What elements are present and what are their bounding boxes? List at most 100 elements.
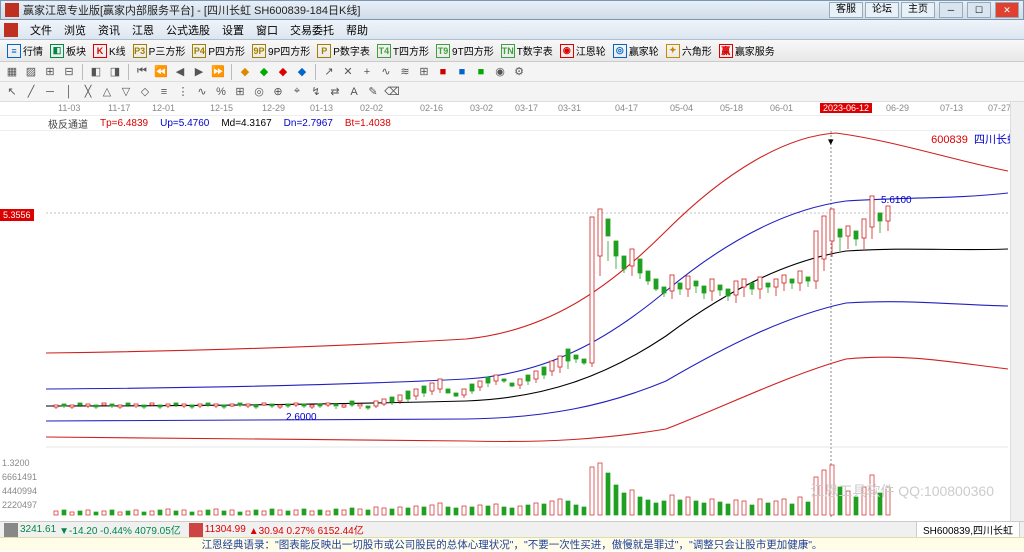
draw-icon[interactable]: ∿ [194,84,210,100]
menu-news[interactable]: 资讯 [92,22,126,38]
date-tick: 07-13 [940,103,963,113]
menubar: 文件 浏览 资讯 江恩 公式选股 设置 窗口 交易委托 帮助 [0,20,1024,40]
draw-icon[interactable]: ╳ [80,84,96,100]
tool-icon[interactable]: ■ [473,64,489,80]
play-icon[interactable]: ▶ [191,64,207,80]
toolbar-item[interactable]: ◎赢家轮 [610,42,662,60]
date-tick: 02-02 [360,103,383,113]
chart-svg: ▾2.60005.6100 [46,131,1008,517]
forum-button[interactable]: 论坛 [865,2,899,18]
menu-browse[interactable]: 浏览 [58,22,92,38]
app-icon-small [4,23,18,37]
date-tick: 03-17 [515,103,538,113]
draw-icon[interactable]: │ [61,84,77,100]
tool-icon[interactable]: ■ [435,64,451,80]
tool-toolbar: ▦ ▨ ⊞ ⊟ ◧ ◨ ⏮ ⏪ ◀ ▶ ⏩ ◆ ◆ ◆ ◆ ↗ ✕ + ∿ ≋ … [0,62,1024,82]
menu-file[interactable]: 文件 [24,22,58,38]
toolbar-item[interactable]: 赢赢家服务 [716,42,778,60]
tool-icon[interactable]: ⊞ [42,64,58,80]
tool-icon[interactable]: ◧ [88,64,104,80]
tool-icon[interactable]: ◉ [492,64,508,80]
menu-help[interactable]: 帮助 [340,22,374,38]
draw-icon[interactable]: ✎ [365,84,381,100]
menu-trade[interactable]: 交易委托 [284,22,340,38]
tool-icon[interactable]: ◨ [107,64,123,80]
draw-icon[interactable]: ◎ [251,84,267,100]
tool-icon[interactable]: ◆ [275,64,291,80]
draw-toolbar: ↖ ╱ ─ │ ╳ △ ▽ ◇ ≡ ⋮ ∿ % ⊞ ◎ ⊕ ⌖ ↯ ⇄ A ✎ … [0,82,1024,102]
toolbar-item[interactable]: TNT数字表 [498,42,556,60]
draw-icon[interactable]: ↯ [308,84,324,100]
toolbar-item[interactable]: ✦六角形 [663,42,715,60]
indicator-name: 极反通道 [48,116,88,131]
tool-icon[interactable]: ⚙ [511,64,527,80]
tool-icon[interactable]: ▦ [4,64,20,80]
erase-icon[interactable]: ⌫ [384,84,400,100]
index2-value: 11304.99 [205,524,246,535]
date-tick: 05-18 [720,103,743,113]
toolbar-item[interactable]: ◧板块 [47,42,89,60]
draw-icon[interactable]: ⋮ [175,84,191,100]
first-icon[interactable]: ⏮ [134,64,150,80]
tool-icon[interactable]: ✕ [340,64,356,80]
draw-icon[interactable]: ⊞ [232,84,248,100]
tool-icon[interactable]: + [359,64,375,80]
maximize-button[interactable]: ☐ [967,2,991,18]
indicator-tp: Tp=6.4839 [100,118,148,129]
tool-icon[interactable]: ⊟ [61,64,77,80]
tool-icon[interactable]: ▨ [23,64,39,80]
tool-icon[interactable]: ≋ [397,64,413,80]
menu-formula[interactable]: 公式选股 [160,22,216,38]
toolbar-item[interactable]: T99T四方形 [433,42,497,60]
back-icon[interactable]: ◀ [172,64,188,80]
date-tick: 06-01 [770,103,793,113]
draw-icon[interactable]: ◇ [137,84,153,100]
tool-icon[interactable]: ◆ [237,64,253,80]
toolbar-item[interactable]: ≡行情 [4,42,46,60]
next-icon[interactable]: ⏩ [210,64,226,80]
tool-icon[interactable]: ■ [454,64,470,80]
toolbar-item[interactable]: P3P三方形 [130,42,189,60]
date-tick: 12-15 [210,103,233,113]
draw-icon[interactable]: ─ [42,84,58,100]
titlebar: 赢家江恩专业版[赢家内部服务平台] - [四川长虹 SH600839-184日K… [0,0,1024,20]
date-tick: 11-17 [108,103,130,113]
draw-icon[interactable]: ≡ [156,84,172,100]
minimize-button[interactable]: ─ [939,2,963,18]
draw-icon[interactable]: ⊕ [270,84,286,100]
tool-icon[interactable]: ∿ [378,64,394,80]
draw-icon[interactable]: ⇄ [327,84,343,100]
menu-window[interactable]: 窗口 [250,22,284,38]
menu-settings[interactable]: 设置 [216,22,250,38]
chart-area[interactable]: 600839 四川长虹 5.3556 ▾2.60005.6100 1.3200 … [0,130,1024,516]
toolbar-item[interactable]: ◉江恩轮 [557,42,609,60]
date-tick: 02-16 [420,103,443,113]
pointer-icon[interactable]: ↖ [4,84,20,100]
prev-icon[interactable]: ⏪ [153,64,169,80]
toolbar-item[interactable]: 9P9P四方形 [249,42,313,60]
menu-gann[interactable]: 江恩 [126,22,160,38]
draw-icon[interactable]: ▽ [118,84,134,100]
close-button[interactable]: ✕ [995,2,1019,18]
scrollbar[interactable] [1010,102,1024,521]
toolbar-item[interactable]: P4P四方形 [189,42,248,60]
draw-icon[interactable]: ╱ [23,84,39,100]
indicator-up: Up=5.4760 [160,118,209,129]
home-button[interactable]: 主页 [901,2,935,18]
status-stock: SH600839,四川长虹 [916,521,1020,538]
titlebar-buttons: 客服 论坛 主页 ─ ☐ ✕ [829,2,1019,18]
tool-icon[interactable]: ◆ [256,64,272,80]
toolbar-item[interactable]: T4T四方形 [374,42,432,60]
tool-icon[interactable]: ↗ [321,64,337,80]
toolbar-item[interactable]: PP数字表 [314,42,373,60]
support-button[interactable]: 客服 [829,2,863,18]
date-tick: 2023-06-12 [820,103,872,113]
draw-icon[interactable]: % [213,84,229,100]
tool-icon[interactable]: ◆ [294,64,310,80]
toolbar-item[interactable]: KK线 [90,42,129,60]
tool-icon[interactable]: ⊞ [416,64,432,80]
draw-icon[interactable]: ⌖ [289,84,305,100]
index1-value: 3241.61 [20,524,56,535]
draw-icon[interactable]: △ [99,84,115,100]
draw-icon[interactable]: A [346,84,362,100]
